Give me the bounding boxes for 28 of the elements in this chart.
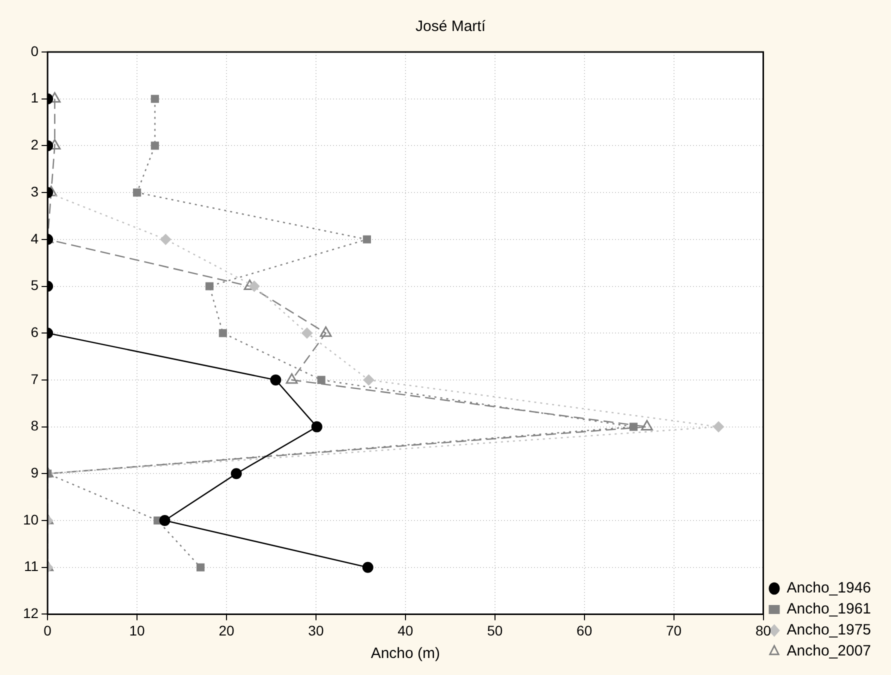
y-tick-label: 5 [30,277,39,294]
legend-label: Ancho_2007 [786,642,872,660]
x-axis-title: Ancho (m) [370,645,440,662]
x-tick-label: 50 [487,622,503,638]
x-tick-label: 30 [308,622,324,638]
y-tick-label: 11 [24,558,39,574]
y-tick-label: 7 [30,370,39,387]
x-tick-label: 60 [576,622,592,638]
y-tick-label: 8 [30,418,39,434]
x-tick-label: 80 [755,622,772,638]
legend-label: Ancho_1946 [786,580,872,597]
y-tick-label: 6 [30,324,39,340]
y-tick-label: 10 [22,511,39,528]
y-tick-label: 4 [30,230,39,246]
y-tick-label: 9 [30,464,39,481]
x-tick-label: 40 [398,622,414,638]
x-tick-label: 70 [666,622,682,638]
y-tick-label: 2 [30,136,39,153]
chart-title: José Martí [415,18,486,36]
y-tick-label: 3 [30,183,39,200]
legend-label: Ancho_1961 [786,600,872,618]
y-tick-label: 0 [30,42,39,59]
legend-label: Ancho_1975 [786,622,872,639]
x-tick-label: 20 [218,622,234,638]
y-tick-label: 1 [30,90,39,106]
x-tick-label: 10 [129,622,146,638]
x-tick-label: 0 [44,622,52,638]
y-tick-label: 12 [22,605,39,622]
